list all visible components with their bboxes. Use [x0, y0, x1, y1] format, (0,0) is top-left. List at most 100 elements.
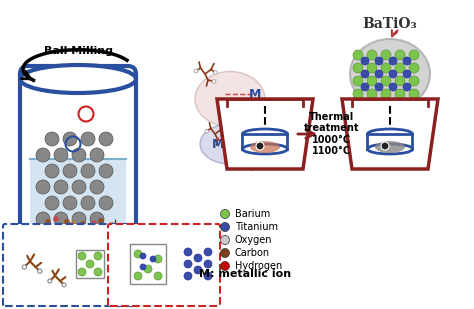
Circle shape: [381, 89, 391, 99]
Circle shape: [361, 57, 369, 65]
Circle shape: [154, 255, 162, 263]
Circle shape: [63, 196, 77, 210]
Circle shape: [62, 283, 66, 287]
Circle shape: [54, 212, 68, 226]
Circle shape: [53, 216, 59, 222]
Circle shape: [248, 111, 252, 114]
Circle shape: [94, 268, 102, 276]
Circle shape: [72, 180, 86, 194]
Circle shape: [389, 83, 397, 91]
Circle shape: [220, 222, 229, 231]
Ellipse shape: [350, 39, 430, 109]
Text: Hydrogen: Hydrogen: [235, 261, 282, 271]
Circle shape: [94, 252, 102, 260]
Polygon shape: [217, 99, 313, 169]
Circle shape: [54, 148, 68, 162]
Circle shape: [395, 50, 405, 60]
Circle shape: [45, 219, 51, 225]
Ellipse shape: [200, 124, 260, 164]
Circle shape: [246, 119, 250, 123]
Circle shape: [99, 164, 113, 178]
Circle shape: [256, 164, 260, 168]
Circle shape: [194, 254, 202, 262]
Circle shape: [184, 248, 192, 256]
Circle shape: [361, 70, 369, 78]
Text: Barium: Barium: [235, 209, 270, 219]
Bar: [30, 160, 126, 232]
Bar: [130, 244, 166, 284]
Circle shape: [353, 76, 363, 86]
Circle shape: [99, 132, 113, 146]
Circle shape: [38, 269, 42, 273]
Circle shape: [45, 196, 59, 210]
Text: M: M: [249, 87, 261, 100]
Circle shape: [91, 220, 97, 226]
Circle shape: [230, 109, 233, 113]
Circle shape: [22, 265, 27, 269]
Circle shape: [204, 248, 212, 256]
Circle shape: [184, 260, 192, 268]
Ellipse shape: [20, 65, 136, 93]
Text: M: M: [212, 138, 224, 150]
Circle shape: [86, 260, 94, 268]
Circle shape: [81, 132, 95, 146]
Circle shape: [36, 180, 50, 194]
Text: Titanium: Titanium: [235, 222, 278, 232]
Circle shape: [403, 57, 411, 65]
Circle shape: [381, 142, 389, 150]
Circle shape: [367, 76, 377, 86]
Text: M: metallic ion: M: metallic ion: [199, 269, 291, 279]
Circle shape: [395, 63, 405, 73]
Circle shape: [154, 272, 162, 280]
Circle shape: [389, 70, 397, 78]
Circle shape: [78, 268, 86, 276]
Circle shape: [150, 256, 156, 262]
Circle shape: [353, 50, 363, 60]
Ellipse shape: [250, 141, 280, 153]
Text: Ball Milling: Ball Milling: [44, 46, 112, 56]
Circle shape: [36, 148, 50, 162]
Circle shape: [220, 261, 229, 270]
Circle shape: [220, 235, 229, 244]
Bar: [367, 134, 412, 149]
Circle shape: [72, 212, 86, 226]
FancyBboxPatch shape: [3, 224, 137, 306]
Ellipse shape: [195, 71, 265, 126]
Circle shape: [381, 76, 391, 86]
Circle shape: [90, 180, 104, 194]
Circle shape: [409, 50, 419, 60]
Circle shape: [70, 221, 76, 227]
Text: BaTiO₃: BaTiO₃: [363, 17, 417, 31]
Circle shape: [375, 57, 383, 65]
Circle shape: [140, 253, 146, 259]
Circle shape: [409, 76, 419, 86]
Circle shape: [99, 196, 113, 210]
Circle shape: [72, 148, 86, 162]
Ellipse shape: [367, 129, 412, 139]
Circle shape: [223, 131, 227, 134]
Circle shape: [204, 272, 212, 280]
Polygon shape: [342, 99, 438, 169]
Circle shape: [45, 164, 59, 178]
Circle shape: [409, 63, 419, 73]
Ellipse shape: [375, 141, 405, 153]
Circle shape: [90, 212, 104, 226]
Circle shape: [80, 221, 86, 227]
Circle shape: [194, 266, 202, 274]
Circle shape: [256, 142, 264, 150]
Text: Thermal
treatment
1000°C
1100°C: Thermal treatment 1000°C 1100°C: [304, 112, 360, 156]
Circle shape: [81, 164, 95, 178]
Circle shape: [140, 264, 146, 270]
Circle shape: [409, 89, 419, 99]
Circle shape: [240, 154, 243, 158]
Circle shape: [212, 80, 216, 83]
Circle shape: [134, 250, 142, 258]
Circle shape: [184, 272, 192, 280]
FancyBboxPatch shape: [20, 66, 136, 242]
Circle shape: [63, 132, 77, 146]
Circle shape: [375, 83, 383, 91]
Circle shape: [54, 180, 68, 194]
Ellipse shape: [367, 144, 412, 154]
Circle shape: [64, 219, 70, 225]
Circle shape: [194, 69, 198, 73]
